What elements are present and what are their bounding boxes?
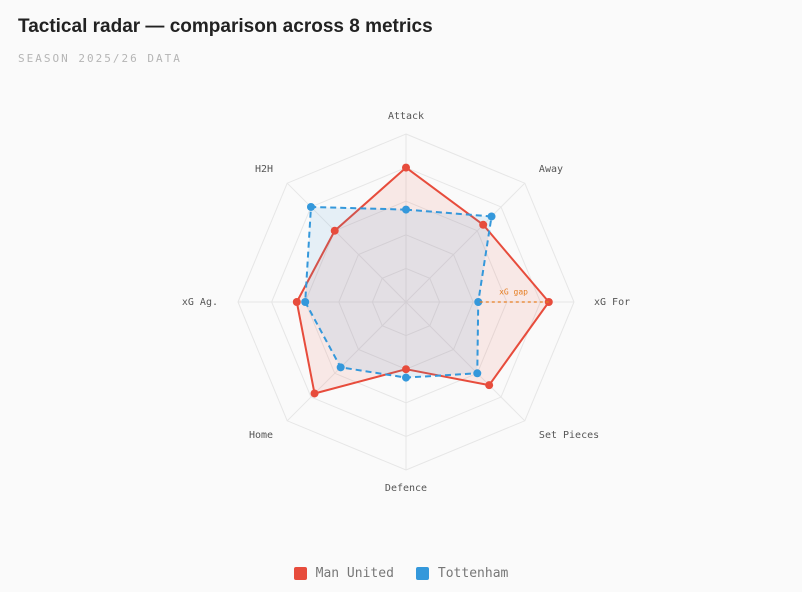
data-point <box>402 365 410 374</box>
axis-label: Away <box>539 164 563 175</box>
data-point <box>330 226 339 235</box>
axis-spoke <box>405 301 526 422</box>
axis-spoke <box>405 182 526 303</box>
axis-label: Home <box>249 430 273 441</box>
data-point <box>402 205 410 214</box>
axis-label: xG For <box>594 297 630 308</box>
data-point <box>487 212 496 221</box>
legend-swatch <box>415 567 429 580</box>
axis-label: Set Pieces <box>539 430 599 441</box>
data-point <box>474 298 483 306</box>
legend-label: Man United <box>315 566 394 581</box>
legend-swatch <box>293 567 307 580</box>
axis-label: Attack <box>388 111 424 122</box>
data-point <box>485 381 494 390</box>
axis-label: xG Ag. <box>182 297 218 308</box>
legend-item[interactable]: Man United <box>293 566 394 581</box>
axis-label: H2H <box>255 164 273 175</box>
data-point <box>306 202 315 211</box>
axis-spoke <box>286 182 407 303</box>
data-point <box>292 298 301 306</box>
data-point <box>336 363 345 372</box>
legend: Man United Tottenham <box>0 566 802 581</box>
chart-subtitle: SEASON 2025/26 DATA <box>18 52 182 65</box>
axis-spoke <box>286 301 407 422</box>
legend-item[interactable]: Tottenham <box>415 566 509 581</box>
data-point <box>402 373 410 382</box>
data-point <box>473 369 482 378</box>
annotation-text: xG gap <box>499 288 528 297</box>
data-point <box>479 220 488 229</box>
data-point <box>402 163 410 172</box>
data-point <box>301 298 310 306</box>
legend-label: Tottenham <box>437 566 509 581</box>
chart-title: Tactical radar — comparison across 8 met… <box>18 16 433 37</box>
axis-label: Defence <box>385 483 427 494</box>
data-point <box>310 389 319 398</box>
